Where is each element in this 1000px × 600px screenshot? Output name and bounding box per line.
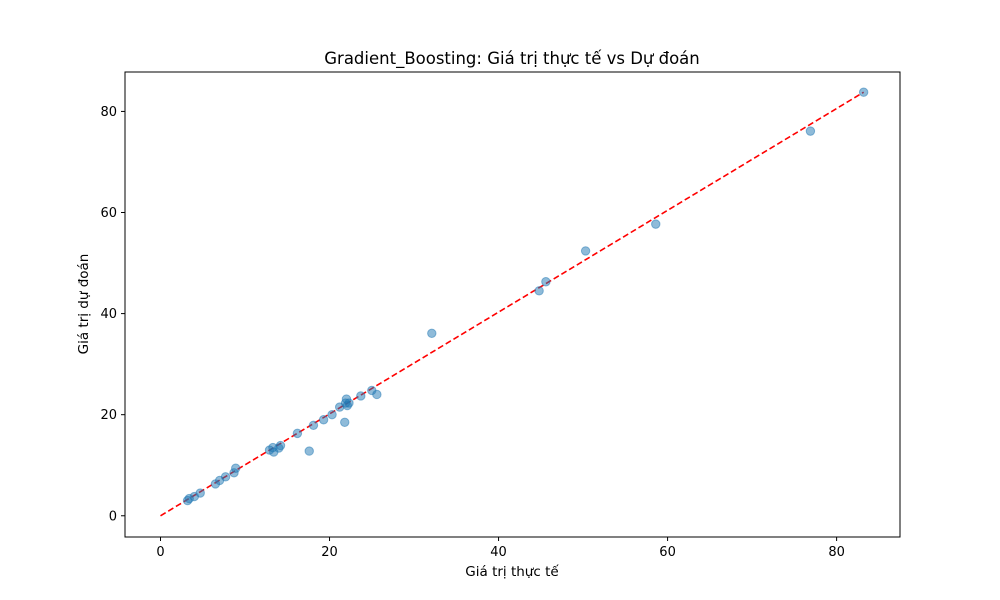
scatter-point [275, 440, 286, 451]
y-tick-label: 80 [100, 105, 117, 120]
scatter-point [318, 415, 329, 425]
y-axis-label: Giá trị dự đoán [76, 254, 92, 355]
scatter-point [220, 472, 231, 482]
scatter-point [304, 446, 314, 456]
x-tick-label: 20 [321, 545, 338, 560]
y-tick-label: 0 [109, 509, 117, 524]
x-axis-label: Giá trị thực tế [465, 563, 559, 580]
y-tick-label: 40 [100, 307, 117, 322]
y-tick-label: 60 [100, 206, 117, 221]
scatter-point [231, 463, 241, 473]
scatter-point [327, 409, 337, 420]
scatter-point [292, 428, 303, 439]
x-tick-label: 40 [490, 545, 507, 560]
scatter-point [580, 246, 591, 256]
scatter-point [344, 398, 354, 408]
y-tick-label: 20 [100, 408, 117, 423]
plot-frame [124, 71, 901, 538]
x-axis: 0 20 40 60 80 [156, 537, 845, 560]
scatter-point [858, 87, 869, 97]
x-tick-label: 60 [659, 545, 676, 560]
scatter-point [805, 126, 816, 136]
x-tick-label: 0 [156, 545, 164, 560]
scatter-point [308, 420, 319, 430]
scatter-point [651, 219, 661, 229]
scatter-point [541, 277, 551, 287]
scatter-point [534, 286, 544, 296]
chart-title: Gradient_Boosting: Giá trị thực tế vs Dự… [324, 49, 700, 69]
scatter-point [372, 389, 382, 400]
x-tick-label: 80 [828, 545, 845, 560]
scatter-point [356, 391, 366, 401]
scatter-point [427, 328, 437, 339]
y-axis: 0 20 40 60 80 [100, 105, 125, 524]
scatter-point [195, 488, 205, 498]
plot-area [160, 87, 869, 517]
points-layer [182, 87, 869, 506]
scatter-point [340, 417, 350, 427]
